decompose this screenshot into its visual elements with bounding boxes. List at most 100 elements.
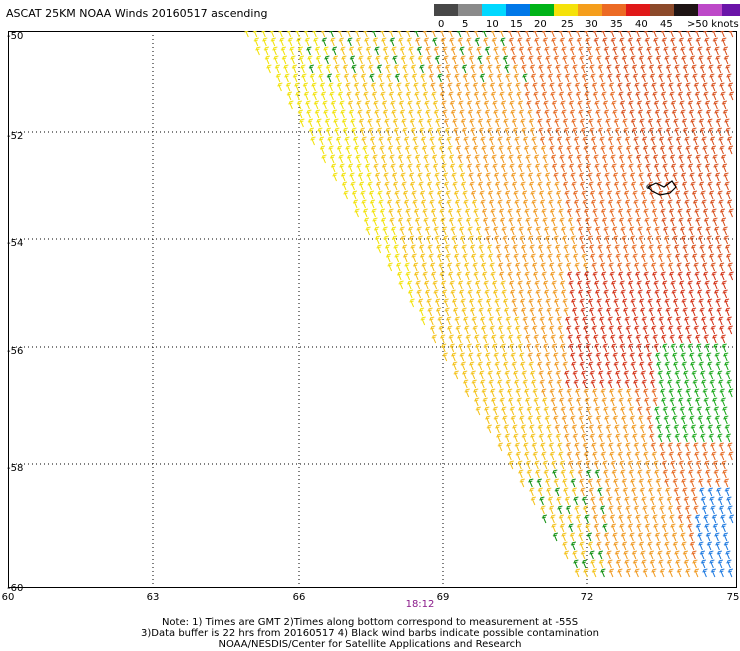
wind-barb [585, 37, 591, 47]
wind-barb [675, 136, 682, 146]
wind-barb [553, 235, 559, 245]
wind-barb [628, 226, 635, 236]
wind-barb [609, 271, 615, 281]
wind-barb [623, 370, 629, 380]
wind-barb [434, 298, 441, 308]
wind-barb [652, 31, 657, 38]
wind-barb [547, 433, 553, 443]
wind-barb [656, 118, 662, 128]
wind-barb [473, 208, 479, 218]
wind-barb [679, 469, 685, 479]
wind-barb [593, 523, 600, 533]
wind-barb [663, 109, 669, 119]
wind-barb [658, 199, 665, 209]
wind-barb [588, 181, 594, 191]
wind-barb [697, 235, 704, 245]
wind-barb [701, 316, 707, 326]
wind-barb [703, 217, 710, 227]
wind-barb [652, 334, 658, 344]
wind-barb [458, 343, 464, 353]
wind-barb [542, 280, 549, 290]
wind-barb [663, 46, 669, 56]
wind-barb [357, 109, 363, 119]
wind-barb [345, 82, 351, 92]
wind-barb [590, 559, 596, 569]
wind-barb [472, 262, 478, 272]
wind-barb [610, 37, 616, 47]
wind-barb [715, 541, 721, 551]
wind-barb [317, 64, 323, 74]
wind-barb [617, 145, 623, 155]
wind-barb [571, 424, 577, 434]
wind-barb [360, 73, 367, 83]
wind-barb [668, 271, 675, 281]
wind-barb [637, 109, 644, 119]
wind-barb [467, 289, 473, 299]
wind-barb [661, 334, 667, 344]
wind-barb [685, 451, 691, 461]
wind-barb [407, 226, 414, 236]
wind-barb [655, 172, 661, 182]
wind-barb [507, 208, 513, 218]
wind-barb [347, 163, 354, 173]
wind-barb [404, 82, 411, 92]
wind-barb [658, 136, 665, 146]
wind-barb [639, 307, 646, 317]
wind-barb [665, 64, 672, 74]
wind-barb [687, 523, 693, 533]
wind-barb [358, 118, 365, 128]
wind-barb [586, 289, 592, 299]
colorbar-swatch [434, 4, 458, 16]
wind-barb [273, 55, 279, 65]
wind-barb [685, 271, 692, 281]
wind-barb [515, 82, 521, 92]
wind-barb [517, 343, 523, 353]
wind-barb [435, 307, 442, 317]
wind-barb [531, 262, 538, 272]
wind-barb [670, 37, 676, 47]
wind-barb [654, 469, 660, 479]
wind-barb [306, 46, 312, 56]
wind-barb [521, 64, 527, 74]
wind-barb [554, 424, 560, 434]
wind-barb [614, 487, 620, 497]
wind-barb [676, 262, 682, 272]
wind-barb [385, 64, 391, 74]
wind-barb [536, 352, 542, 362]
wind-barb [253, 37, 259, 47]
wind-barb [492, 226, 499, 236]
colorbar-swatch [626, 4, 650, 16]
wind-barb [494, 298, 500, 308]
wind-barb [601, 397, 607, 407]
wind-barb [711, 208, 717, 218]
wind-barb [497, 379, 503, 389]
wind-barb [441, 100, 447, 110]
wind-barb [608, 325, 614, 335]
wind-barb [528, 118, 535, 128]
wind-barb [578, 532, 584, 542]
wind-barb [640, 433, 646, 443]
wind-barb [444, 127, 451, 137]
wind-barb [518, 226, 524, 236]
wind-barb [616, 442, 622, 452]
wind-barb [638, 298, 645, 308]
wind-barb [588, 118, 594, 128]
wind-barb [476, 172, 483, 182]
wind-barb [643, 451, 649, 461]
wind-barb [438, 145, 445, 155]
wind-barb [706, 541, 713, 551]
wind-barb [577, 163, 583, 173]
wind-barb [447, 82, 453, 92]
wind-barb [669, 31, 674, 38]
wind-barb [616, 136, 622, 146]
wind-barb [462, 190, 468, 200]
wind-barb [369, 136, 376, 146]
wind-barb [414, 91, 420, 101]
wind-barb [697, 415, 703, 425]
wind-barb [685, 325, 691, 335]
wind-barb [633, 136, 639, 146]
wind-barb [412, 262, 419, 272]
wind-barb [603, 109, 610, 119]
wind-barb [516, 334, 522, 344]
wind-barb [726, 316, 732, 326]
